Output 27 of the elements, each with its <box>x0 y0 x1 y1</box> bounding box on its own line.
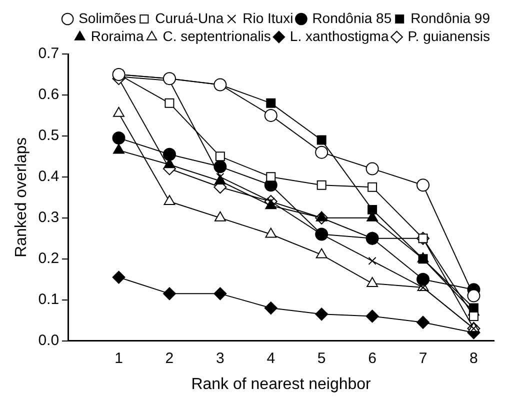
y-tick-label: 0.4 <box>38 168 60 186</box>
legend-label: Curuá-Una <box>155 10 224 26</box>
legend-label: P. guianensis <box>408 28 490 44</box>
x-tick-label: 5 <box>317 350 326 367</box>
y-tick-label: 0.6 <box>38 86 60 104</box>
x-axis-title: Rank of nearest neighbor <box>191 376 372 393</box>
y-tick-label: 0.1 <box>38 290 60 308</box>
legend-label: Rio Ituxi <box>242 10 294 26</box>
legend-label: Rondônia 85 <box>312 10 392 26</box>
legend-label: Solimões <box>78 10 136 26</box>
x-tick-label: 1 <box>114 350 123 367</box>
x-tick-label: 3 <box>216 350 224 367</box>
x-tick-label: 7 <box>418 350 428 367</box>
y-tick-label: 0.5 <box>38 127 60 144</box>
y-tick-label: 0.2 <box>38 250 60 267</box>
legend-label: C. septentrionalis <box>162 28 271 44</box>
legend-label: Rondônia 99 <box>410 10 490 26</box>
x-tick-label: 4 <box>266 350 276 367</box>
legend-label: L. xanthostigma <box>290 28 389 44</box>
x-tick-label: 8 <box>470 350 478 367</box>
y-tick-label: 0.0 <box>38 332 60 349</box>
x-tick-label: 6 <box>368 350 376 367</box>
y-axis-title: Ranked overlaps <box>13 137 30 258</box>
x-tick-label: 2 <box>165 350 174 367</box>
y-tick-label: 0.3 <box>38 209 60 226</box>
y-tick-label: 0.7 <box>38 45 60 62</box>
legend-label: Roraima <box>90 28 144 44</box>
